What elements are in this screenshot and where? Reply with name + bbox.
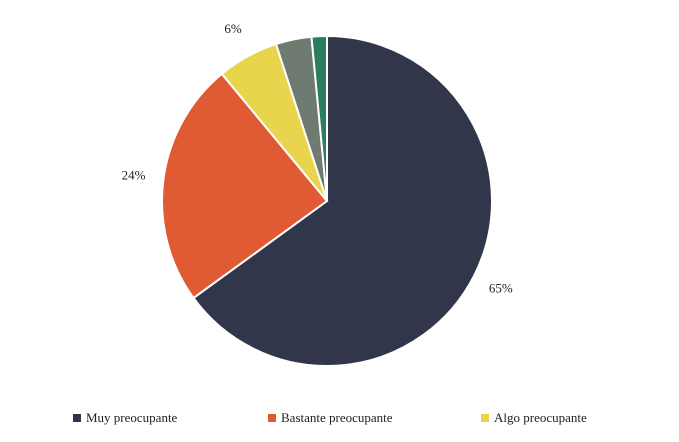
pie-slice: [192, 34, 493, 367]
data-label: 65%: [489, 281, 513, 296]
data-label: 24%: [122, 168, 146, 183]
legend-swatch: [268, 414, 276, 422]
data-label: 6%: [224, 21, 242, 36]
pie-slice: [310, 34, 328, 202]
pie-slice: [161, 72, 329, 300]
legend-label: Bastante preocupante: [281, 410, 393, 425]
legend-swatch: [481, 414, 489, 422]
legend-label: Muy preocupante: [86, 410, 178, 425]
legend-label: Algo preocupante: [494, 410, 587, 425]
legend-swatch: [73, 414, 81, 422]
